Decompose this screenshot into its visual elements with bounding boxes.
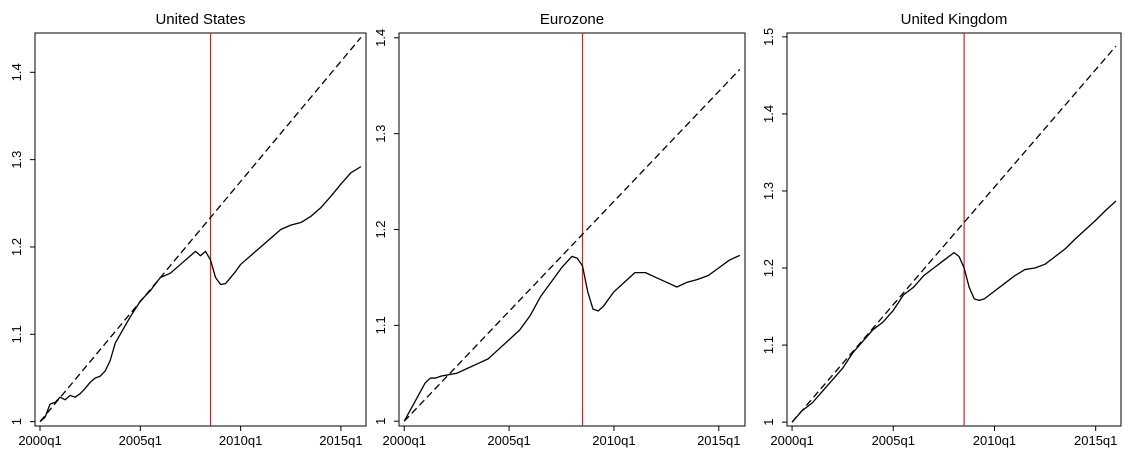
y-tick-label: 1.4 <box>9 63 24 81</box>
y-tick-label: 1.2 <box>761 259 776 277</box>
plot-frame <box>398 32 746 427</box>
y-tick-label: 1.1 <box>761 336 776 354</box>
trend-line-dashed <box>791 45 1117 423</box>
x-tick-label: 2005q1 <box>487 433 530 448</box>
plot-area <box>791 33 1117 426</box>
x-tick-label: 2010q1 <box>592 433 635 448</box>
y-tick-label: 1.3 <box>373 125 388 143</box>
x-tick-label: 2005q1 <box>872 433 915 448</box>
x-tick-label: 2010q1 <box>973 433 1016 448</box>
y-tick-label: 1.5 <box>761 28 776 46</box>
panel-title: Eurozone <box>540 11 604 28</box>
x-tick-label: 2015q1 <box>319 433 362 448</box>
panel-1: United States 1 1.1 1.2 1.3 1.4 2000q1 2005q1 20… <box>9 11 367 448</box>
panel-3: United Kingdom 1 1.1 1.2 1.3 1.4 1.5 2000q1 2005… <box>761 11 1122 448</box>
x-tick-label: 2010q1 <box>219 433 262 448</box>
trend-line-dashed <box>39 36 362 423</box>
y-tick-label: 1.4 <box>761 105 776 123</box>
y-tick-label: 1.4 <box>373 29 388 47</box>
y-tick-label: 1.1 <box>373 316 388 334</box>
y-tick-label: 1.2 <box>373 220 388 238</box>
plot-frame <box>786 32 1122 427</box>
plot-area <box>39 33 362 426</box>
y-tick-label: 1 <box>761 419 776 426</box>
series-line-solid <box>39 166 362 423</box>
panel-title: United States <box>155 11 245 28</box>
x-tick-label: 2015q1 <box>1074 433 1117 448</box>
x-tick-label: 2000q1 <box>18 433 61 448</box>
panel-2: Eurozone 1 1.1 1.2 1.3 1.4 2000q1 2005q1 2010q1 2… <box>373 11 746 448</box>
x-tick-label: 2005q1 <box>119 433 162 448</box>
y-tick-label: 1.3 <box>761 182 776 200</box>
y-tick-label: 1 <box>9 418 24 425</box>
panel-title: United Kingdom <box>901 11 1008 28</box>
plot-area <box>403 33 741 426</box>
x-tick-label: 2015q1 <box>697 433 740 448</box>
x-tick-label: 2000q1 <box>770 433 813 448</box>
y-tick-label: 1.3 <box>9 151 24 169</box>
trend-line-dashed <box>403 68 741 422</box>
y-tick-label: 1.1 <box>9 325 24 343</box>
series-line-solid <box>403 254 741 422</box>
plot-frame <box>34 32 367 427</box>
x-tick-label: 2000q1 <box>383 433 426 448</box>
y-tick-label: 1 <box>373 418 388 425</box>
y-tick-label: 1.2 <box>9 238 24 256</box>
series-line-solid <box>791 200 1117 423</box>
